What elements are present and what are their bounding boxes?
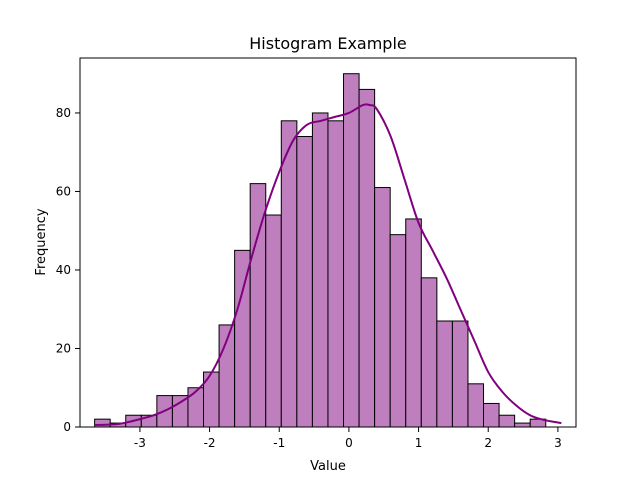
y-tick-label: 0 bbox=[63, 420, 71, 434]
histogram-bar bbox=[280, 120, 298, 428]
x-axis-ticks: -3 -2 -1 0 1 2 3 bbox=[134, 427, 562, 450]
histogram-bar bbox=[265, 214, 282, 428]
histogram-bar bbox=[451, 320, 469, 428]
x-tick-label: 0 bbox=[345, 436, 353, 450]
histogram-bar bbox=[420, 277, 438, 428]
x-tick-label: -3 bbox=[134, 436, 146, 450]
histogram-bar bbox=[389, 234, 407, 428]
chart-title: Histogram Example bbox=[249, 34, 407, 53]
histogram-bars bbox=[94, 73, 547, 428]
x-tick-label: 2 bbox=[484, 436, 492, 450]
y-tick-label: 40 bbox=[56, 263, 71, 277]
histogram-bar bbox=[187, 387, 205, 428]
histogram-bar bbox=[436, 320, 453, 428]
histogram-bar bbox=[343, 73, 360, 428]
x-tick-label: 1 bbox=[415, 436, 423, 450]
kde-curve bbox=[94, 103, 562, 427]
histogram-bar bbox=[358, 88, 376, 428]
plot-frame bbox=[79, 57, 577, 428]
y-tick-label: 80 bbox=[56, 106, 71, 120]
histogram-bar bbox=[405, 218, 422, 428]
histogram-bar bbox=[514, 422, 531, 428]
histogram-bar bbox=[498, 414, 516, 428]
histogram-bar bbox=[327, 120, 345, 428]
histogram-bar bbox=[234, 249, 251, 428]
y-tick-label: 20 bbox=[56, 341, 71, 355]
x-tick-label: -1 bbox=[273, 436, 285, 450]
y-tick-label: 60 bbox=[56, 184, 71, 198]
histogram-bar bbox=[483, 402, 500, 428]
histogram-bar bbox=[171, 395, 189, 428]
histogram-bar bbox=[311, 112, 329, 428]
histogram-bar bbox=[467, 383, 485, 428]
x-tick-label: 3 bbox=[554, 436, 562, 450]
x-axis-label: Value bbox=[310, 459, 346, 474]
y-axis-ticks: 0 20 40 60 80 bbox=[56, 106, 80, 434]
histogram-bar bbox=[296, 136, 313, 428]
x-tick-label: -2 bbox=[204, 436, 216, 450]
histogram-bar bbox=[374, 187, 391, 428]
y-axis-label: Frequency bbox=[34, 208, 49, 275]
